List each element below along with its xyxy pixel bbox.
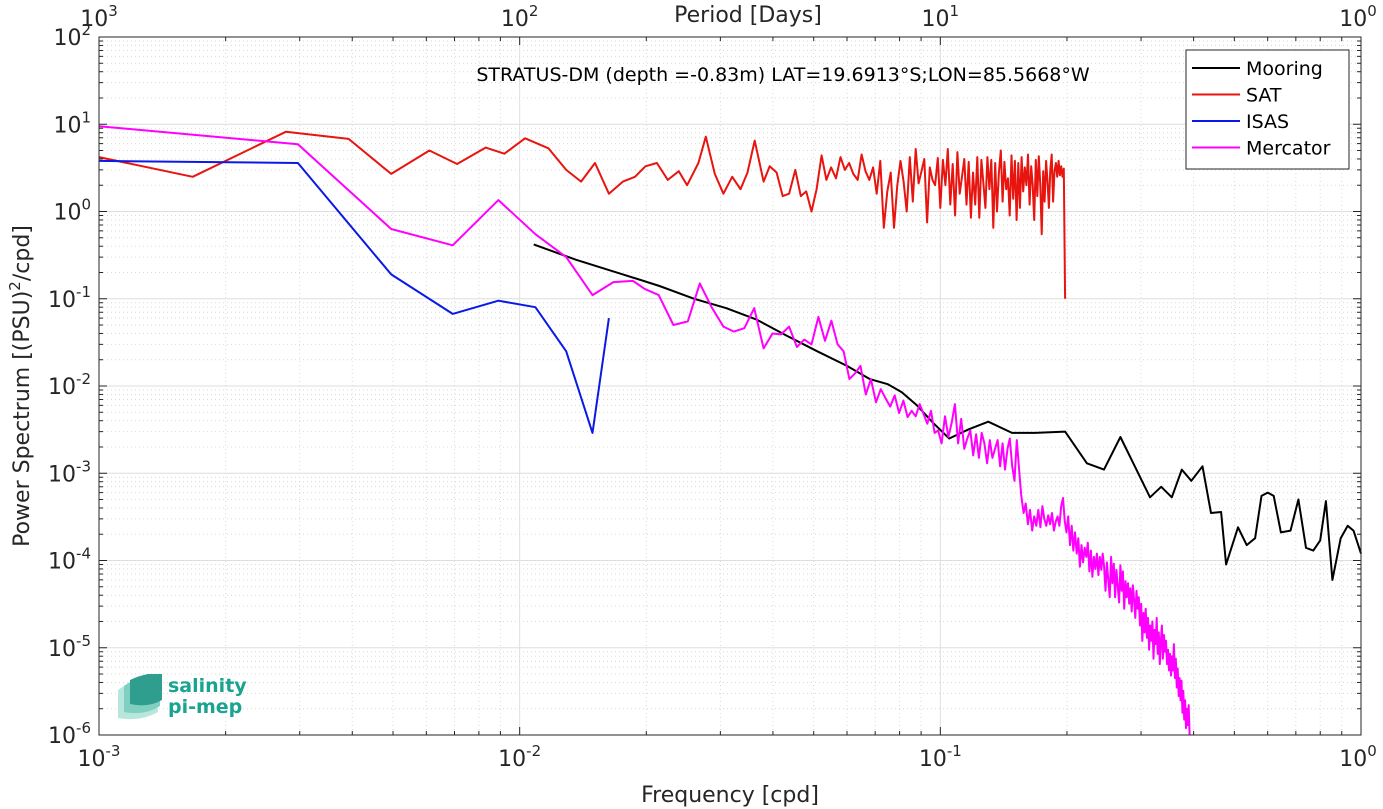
x-tick-label-exponent: -1 [947, 742, 962, 760]
x-tick-label: 100 [1339, 742, 1377, 772]
series-line-mooring [533, 243, 1362, 581]
y-tick-label-exponent: -1 [76, 283, 91, 301]
y-tick-label-base: 10 [53, 201, 81, 226]
x-tick-label-exponent: -2 [526, 742, 541, 760]
y-tick-label-exponent: -3 [76, 457, 91, 475]
x-axis-title: Frequency [cpd] [641, 783, 819, 808]
x-tick-label: 10-2 [498, 742, 541, 772]
y-tick-label: 10-3 [48, 457, 91, 487]
logo-text-line1: salinity [168, 675, 247, 697]
x-tick-label: 10-1 [919, 742, 962, 772]
y-tick-label-exponent: -2 [76, 370, 91, 388]
x-tick-label-base: 10 [498, 747, 526, 772]
y-tick-label-base: 10 [53, 113, 81, 138]
y-axis-title-rest: /cpd] [10, 225, 35, 281]
legend-box [1185, 49, 1350, 170]
legend-label-sat: SAT [1246, 85, 1282, 107]
top-tick-label: 103 [80, 2, 118, 32]
top-tick-label-base: 10 [922, 7, 950, 32]
x-tick-label-base: 10 [919, 747, 947, 772]
station-annotation: STRATUS-DM (depth =-0.83m) LAT=19.6913°S… [476, 64, 1090, 86]
top-axis-title: Period [Days] [674, 3, 822, 28]
y-tick-label-base: 10 [48, 375, 76, 400]
y-tick-label-base: 10 [48, 724, 76, 749]
series-line-isas [98, 159, 610, 434]
logo-wave-dark [130, 674, 162, 706]
legend-label-isas: ISAS [1246, 111, 1289, 133]
top-tick-label-exponent: 1 [950, 2, 960, 20]
y-tick-label-base: 10 [48, 288, 76, 313]
y-axis-title-sup: 2 [6, 281, 24, 291]
y-tick-label: 101 [53, 108, 91, 138]
series-layer [98, 125, 1362, 736]
legend-label-mercator: Mercator [1246, 138, 1331, 160]
y-tick-label: 10-5 [48, 632, 91, 662]
top-tick-label-exponent: 2 [529, 2, 539, 20]
series-line-mercator [98, 125, 1191, 736]
y-tick-label-exponent: 1 [81, 108, 91, 126]
top-tick-label-exponent: 3 [108, 2, 118, 20]
y-tick-label-exponent: -5 [76, 632, 91, 650]
salinity-pi-mep-logo: salinity pi-mep [118, 674, 247, 720]
y-axis-title: Power Spectrum [(PSU)2/cpd] [6, 225, 35, 547]
top-tick-label-exponent: 0 [1367, 2, 1377, 20]
x-tick-label-exponent: 0 [1367, 742, 1377, 760]
top-tick-label: 100 [1339, 2, 1377, 32]
logo-text-line2: pi-mep [168, 696, 242, 718]
y-tick-label: 10-2 [48, 370, 91, 400]
x-tick-label-base: 10 [1339, 747, 1367, 772]
axis-ticks [98, 36, 1362, 736]
y-tick-label-exponent: 0 [81, 196, 91, 214]
y-tick-label: 100 [53, 196, 91, 226]
x-tick-label-base: 10 [78, 747, 106, 772]
top-tick-label-base: 10 [80, 7, 108, 32]
top-tick-label: 102 [501, 2, 539, 32]
y-tick-label-base: 10 [48, 462, 76, 487]
y-tick-label-exponent: -4 [76, 545, 91, 563]
y-tick-label-base: 10 [48, 637, 76, 662]
y-tick-label: 102 [53, 21, 91, 51]
y-tick-label-exponent: -6 [76, 719, 91, 737]
series-line-sat [98, 130, 1067, 299]
y-tick-label-base: 10 [48, 550, 76, 575]
y-tick-label: 10-6 [48, 719, 91, 749]
y-axis-title-main: Power Spectrum [(PSU) [10, 291, 35, 547]
y-tick-label-exponent: 2 [81, 21, 91, 39]
top-tick-label-base: 10 [501, 7, 529, 32]
x-tick-label: 10-3 [78, 742, 121, 772]
legend: Mooring SAT ISAS Mercator [1185, 49, 1350, 170]
y-tick-label-base: 10 [53, 26, 81, 51]
x-tick-label-exponent: -3 [106, 742, 121, 760]
top-tick-label: 101 [922, 2, 960, 32]
top-tick-label-base: 10 [1339, 7, 1367, 32]
y-tick-label: 10-4 [48, 545, 91, 575]
legend-label-mooring: Mooring [1246, 58, 1323, 80]
y-tick-label: 10-1 [48, 283, 91, 313]
